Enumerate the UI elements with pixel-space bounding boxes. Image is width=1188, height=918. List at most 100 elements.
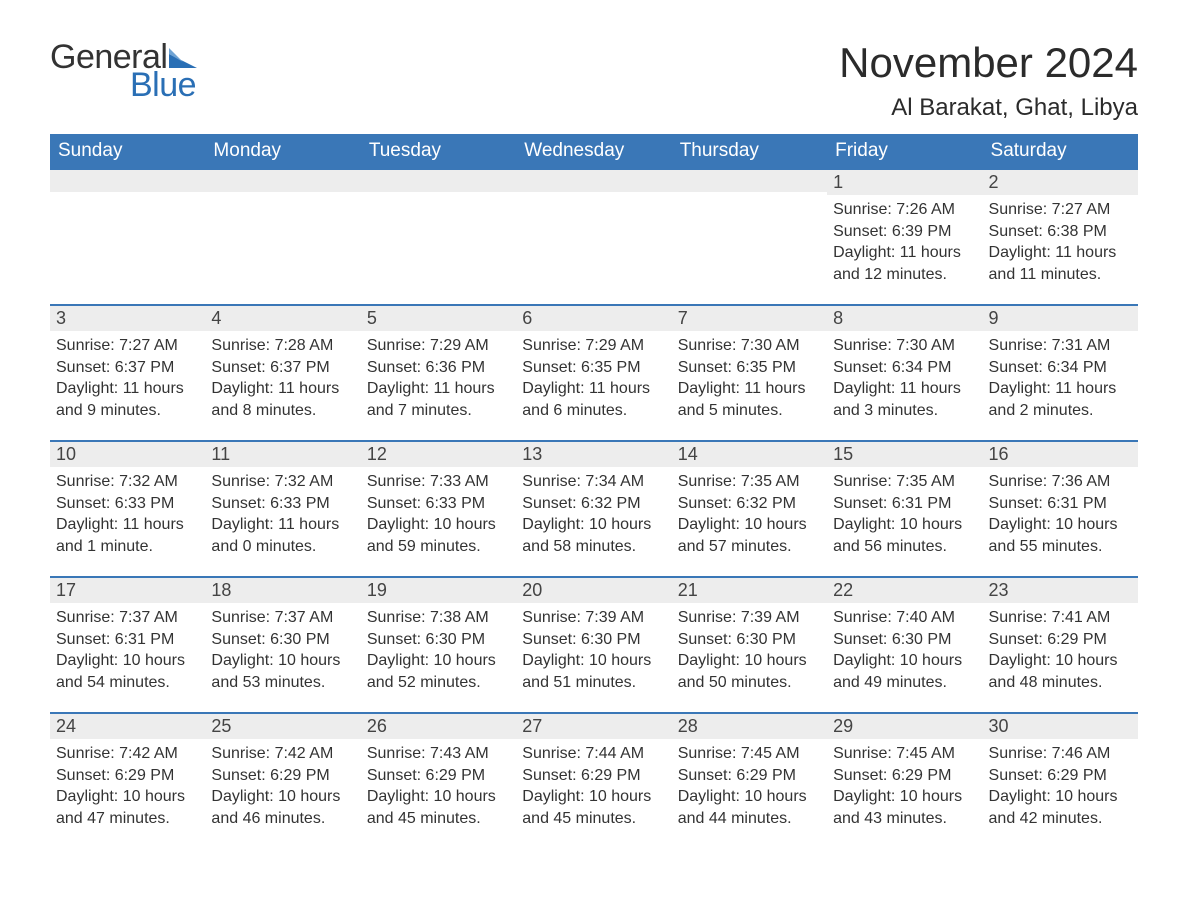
day-number: 8 (827, 306, 982, 331)
calendar-cell: 22Sunrise: 7:40 AMSunset: 6:30 PMDayligh… (827, 576, 982, 712)
weekday-monday: Monday (205, 134, 360, 168)
day-number: 4 (205, 306, 360, 331)
daylight-text: Daylight: 10 hours and 58 minutes. (522, 514, 665, 557)
day-details: Sunrise: 7:37 AMSunset: 6:31 PMDaylight:… (50, 603, 205, 703)
daylight-text: Daylight: 10 hours and 45 minutes. (367, 786, 510, 829)
sunrise-text: Sunrise: 7:32 AM (56, 471, 199, 493)
day-number: 12 (361, 442, 516, 467)
sunset-text: Sunset: 6:29 PM (989, 765, 1132, 787)
sunrise-text: Sunrise: 7:26 AM (833, 199, 976, 221)
calendar-cell: 27Sunrise: 7:44 AMSunset: 6:29 PMDayligh… (516, 712, 671, 848)
calendar-cell: 10Sunrise: 7:32 AMSunset: 6:33 PMDayligh… (50, 440, 205, 576)
day-details: Sunrise: 7:35 AMSunset: 6:32 PMDaylight:… (672, 467, 827, 567)
empty-day (361, 168, 516, 192)
day: 4Sunrise: 7:28 AMSunset: 6:37 PMDaylight… (205, 304, 360, 431)
day: 24Sunrise: 7:42 AMSunset: 6:29 PMDayligh… (50, 712, 205, 839)
day: 7Sunrise: 7:30 AMSunset: 6:35 PMDaylight… (672, 304, 827, 431)
day: 9Sunrise: 7:31 AMSunset: 6:34 PMDaylight… (983, 304, 1138, 431)
sunrise-text: Sunrise: 7:29 AM (522, 335, 665, 357)
day-details: Sunrise: 7:28 AMSunset: 6:37 PMDaylight:… (205, 331, 360, 431)
day-number: 29 (827, 714, 982, 739)
day: 30Sunrise: 7:46 AMSunset: 6:29 PMDayligh… (983, 712, 1138, 839)
sunset-text: Sunset: 6:31 PM (989, 493, 1132, 515)
calendar-cell: 5Sunrise: 7:29 AMSunset: 6:36 PMDaylight… (361, 304, 516, 440)
day-number: 15 (827, 442, 982, 467)
day-details: Sunrise: 7:29 AMSunset: 6:36 PMDaylight:… (361, 331, 516, 431)
calendar-cell: 30Sunrise: 7:46 AMSunset: 6:29 PMDayligh… (983, 712, 1138, 848)
calendar-table: Sunday Monday Tuesday Wednesday Thursday… (50, 134, 1138, 848)
sunset-text: Sunset: 6:32 PM (678, 493, 821, 515)
calendar-cell: 23Sunrise: 7:41 AMSunset: 6:29 PMDayligh… (983, 576, 1138, 712)
empty-day (672, 168, 827, 192)
day-number: 23 (983, 578, 1138, 603)
day-details: Sunrise: 7:30 AMSunset: 6:34 PMDaylight:… (827, 331, 982, 431)
day: 17Sunrise: 7:37 AMSunset: 6:31 PMDayligh… (50, 576, 205, 703)
day-number: 5 (361, 306, 516, 331)
daylight-text: Daylight: 10 hours and 55 minutes. (989, 514, 1132, 557)
day-number: 2 (983, 170, 1138, 195)
day-number: 21 (672, 578, 827, 603)
day-number: 11 (205, 442, 360, 467)
sunrise-text: Sunrise: 7:43 AM (367, 743, 510, 765)
sunrise-text: Sunrise: 7:28 AM (211, 335, 354, 357)
calendar-cell: 17Sunrise: 7:37 AMSunset: 6:31 PMDayligh… (50, 576, 205, 712)
calendar-cell: 20Sunrise: 7:39 AMSunset: 6:30 PMDayligh… (516, 576, 671, 712)
sunrise-text: Sunrise: 7:37 AM (211, 607, 354, 629)
calendar-cell: 11 Sunrise: 7:32 AMSunset: 6:33 PMDayligh… (205, 440, 360, 576)
daylight-text: Daylight: 11 hours and 0 minutes. (211, 514, 354, 557)
day: 8Sunrise: 7:30 AMSunset: 6:34 PMDaylight… (827, 304, 982, 431)
weekday-header-row: Sunday Monday Tuesday Wednesday Thursday… (50, 134, 1138, 168)
day-number: 13 (516, 442, 671, 467)
day-number: 17 (50, 578, 205, 603)
day-details: Sunrise: 7:29 AMSunset: 6:35 PMDaylight:… (516, 331, 671, 431)
weekday-sunday: Sunday (50, 134, 205, 168)
daylight-text: Daylight: 11 hours and 5 minutes. (678, 378, 821, 421)
sunrise-text: Sunrise: 7:32 AM (211, 471, 354, 493)
sunrise-text: Sunrise: 7:33 AM (367, 471, 510, 493)
day: 22Sunrise: 7:40 AMSunset: 6:30 PMDayligh… (827, 576, 982, 703)
sunset-text: Sunset: 6:33 PM (211, 493, 354, 515)
day: 21Sunrise: 7:39 AMSunset: 6:30 PMDayligh… (672, 576, 827, 703)
day-details: Sunrise: 7:31 AMSunset: 6:34 PMDaylight:… (983, 331, 1138, 431)
daylight-text: Daylight: 10 hours and 45 minutes. (522, 786, 665, 829)
sunset-text: Sunset: 6:36 PM (367, 357, 510, 379)
empty-day (205, 168, 360, 192)
day-details: Sunrise: 7:39 AMSunset: 6:30 PMDaylight:… (516, 603, 671, 703)
daylight-text: Daylight: 10 hours and 53 minutes. (211, 650, 354, 693)
day-number: 10 (50, 442, 205, 467)
day: 5Sunrise: 7:29 AMSunset: 6:36 PMDaylight… (361, 304, 516, 431)
day-number: 25 (205, 714, 360, 739)
sunset-text: Sunset: 6:30 PM (522, 629, 665, 651)
day: 10Sunrise: 7:32 AMSunset: 6:33 PMDayligh… (50, 440, 205, 567)
day: 6Sunrise: 7:29 AMSunset: 6:35 PMDaylight… (516, 304, 671, 431)
day-number: 1 (827, 170, 982, 195)
calendar-cell: 21Sunrise: 7:39 AMSunset: 6:30 PMDayligh… (672, 576, 827, 712)
day-details: Sunrise: 7:37 AMSunset: 6:30 PMDaylight:… (205, 603, 360, 703)
daylight-text: Daylight: 11 hours and 11 minutes. (989, 242, 1132, 285)
daylight-text: Daylight: 10 hours and 49 minutes. (833, 650, 976, 693)
daylight-text: Daylight: 10 hours and 42 minutes. (989, 786, 1132, 829)
daylight-text: Daylight: 11 hours and 7 minutes. (367, 378, 510, 421)
sunset-text: Sunset: 6:31 PM (56, 629, 199, 651)
day-details: Sunrise: 7:30 AMSunset: 6:35 PMDaylight:… (672, 331, 827, 431)
calendar-cell: 13Sunrise: 7:34 AMSunset: 6:32 PMDayligh… (516, 440, 671, 576)
sunrise-text: Sunrise: 7:36 AM (989, 471, 1132, 493)
calendar-cell (672, 168, 827, 304)
day-number: 26 (361, 714, 516, 739)
sunset-text: Sunset: 6:34 PM (989, 357, 1132, 379)
calendar-page: General Blue November 2024 Al Barakat, G… (0, 0, 1188, 868)
brand-word2: Blue (130, 68, 197, 102)
day-number: 18 (205, 578, 360, 603)
sunset-text: Sunset: 6:30 PM (367, 629, 510, 651)
day-details: Sunrise: 7:35 AMSunset: 6:31 PMDaylight:… (827, 467, 982, 567)
day: 20Sunrise: 7:39 AMSunset: 6:30 PMDayligh… (516, 576, 671, 703)
day-number: 24 (50, 714, 205, 739)
sunset-text: Sunset: 6:30 PM (678, 629, 821, 651)
day: 13Sunrise: 7:34 AMSunset: 6:32 PMDayligh… (516, 440, 671, 567)
sunrise-text: Sunrise: 7:42 AM (56, 743, 199, 765)
sunset-text: Sunset: 6:30 PM (211, 629, 354, 651)
calendar-cell: 25Sunrise: 7:42 AMSunset: 6:29 PMDayligh… (205, 712, 360, 848)
calendar-week-row: 1Sunrise: 7:26 AMSunset: 6:39 PMDaylight… (50, 168, 1138, 304)
day: 26Sunrise: 7:43 AMSunset: 6:29 PMDayligh… (361, 712, 516, 839)
calendar-cell: 8Sunrise: 7:30 AMSunset: 6:34 PMDaylight… (827, 304, 982, 440)
